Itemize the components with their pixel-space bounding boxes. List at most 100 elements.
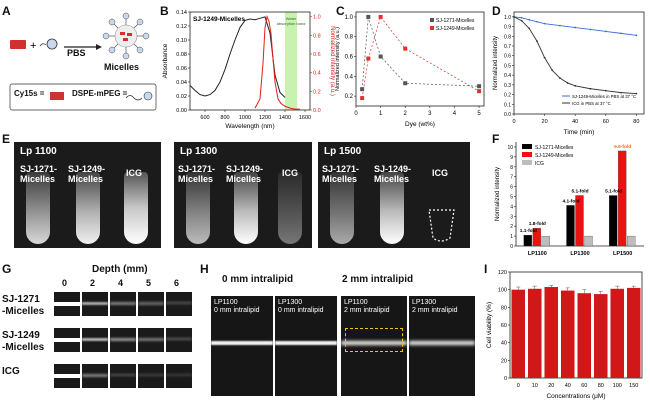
- y-tick-label: 5: [510, 194, 513, 200]
- data-point: [378, 14, 383, 19]
- g-tile: [82, 328, 108, 352]
- y2-tick-label: 1.0: [313, 15, 321, 21]
- g-capillary-signal: [110, 374, 136, 377]
- legend-entry: ICG in PBS at 37 °C: [572, 101, 611, 106]
- g-tile: [166, 364, 192, 388]
- g-capillary-signal: [166, 374, 192, 377]
- x-tick-label: 800: [220, 115, 229, 121]
- g-capillary-signal: [138, 374, 164, 377]
- x-axis-label: Time (min): [564, 129, 595, 136]
- y-tick-label: 0: [510, 244, 513, 250]
- x-tick-label: 10: [532, 383, 538, 389]
- g-tile: [110, 328, 136, 352]
- y-tick-label: 0.6: [345, 55, 354, 61]
- x-tick-label: 3: [428, 111, 432, 117]
- y2-tick-label: 0.6: [313, 52, 321, 58]
- y-tick-label: 60: [501, 323, 507, 329]
- bar: [593, 294, 608, 378]
- x-tick-label: 40: [565, 383, 571, 389]
- h-capillary-signal: [211, 341, 273, 345]
- y-axis-label: Absorbance: [162, 43, 169, 78]
- icg-tube-outline: [428, 209, 455, 242]
- fold-label: 4.1-fold: [562, 198, 579, 204]
- data-point: [360, 87, 365, 92]
- data-point: [536, 20, 538, 23]
- panel-c-chart: 0 1 2 3 4 5 0.2 0.4 0.6 0.8 1.0 SJ-1271-Micelles SJ-…: [335, 11, 485, 128]
- bar: [544, 287, 559, 378]
- x-tick-label: 1600: [299, 115, 311, 121]
- x-tick-label: 20: [548, 383, 554, 389]
- band-label-line1: Water: [286, 16, 297, 21]
- panel-g-letter: G: [2, 262, 12, 276]
- panel-a-arrow-label: PBS: [67, 48, 86, 58]
- y-tick-label: 0.06: [176, 66, 187, 72]
- x-tick-label: 60: [581, 383, 587, 389]
- g-row-label: SJ-1249 -Micelles: [2, 330, 45, 353]
- y-tick-label: 0.10: [176, 38, 187, 44]
- panel-a-legend-peg: DSPE-mPEG =: [72, 89, 128, 98]
- g-tile: [138, 364, 164, 388]
- fold-label: 1.8-fold: [529, 221, 546, 227]
- data-point: [604, 89, 607, 92]
- series-line-0: [513, 16, 637, 36]
- bar: [577, 293, 592, 378]
- dye-molecule-icon: [10, 40, 26, 49]
- y-tick-label: 6: [510, 185, 513, 191]
- y-tick-label: 0.7: [504, 44, 511, 50]
- x-tick-label: 600: [200, 115, 209, 121]
- x-tick-label: 0: [512, 119, 515, 125]
- h-capillary-signal: [275, 341, 337, 345]
- g-capillary-signal: [82, 374, 108, 377]
- tube-sj1271: [330, 172, 354, 244]
- legend-entry: ICG: [535, 161, 544, 167]
- x-axis-label: Dye (wt%): [405, 121, 435, 128]
- h-tile-label: LP1300 2 mm intralipid: [412, 299, 458, 314]
- y-tick-label: 0.3: [504, 83, 511, 89]
- y-tick-label: 0.0: [504, 112, 511, 118]
- panel-e-letter: E: [2, 132, 11, 146]
- fold-label: 5.1-fold: [605, 188, 622, 194]
- h-group-left: 0 mm intralipid: [222, 274, 294, 285]
- y-tick-label: 0.8: [504, 34, 511, 40]
- y-tick-label: 0.4: [504, 73, 511, 79]
- data-point: [543, 22, 546, 25]
- legend-entry: SJ-1249-Micelles in PBS at 37 °C: [572, 94, 636, 99]
- g-capillary-signal: [166, 338, 192, 341]
- panel-a-letter: A: [2, 4, 11, 18]
- y2-tick-label: 0.2: [313, 89, 321, 95]
- g-tile: [166, 328, 192, 352]
- plot-frame: [189, 11, 311, 111]
- e-image-title: Lp 1300: [180, 146, 218, 157]
- emission-curve: [254, 14, 300, 110]
- data-point: [574, 84, 577, 87]
- y-tick-label: 40: [501, 341, 507, 347]
- g-row-label: SJ-1271 -Micelles: [2, 294, 45, 317]
- fold-label: 1.1-fold: [520, 228, 537, 234]
- legend-swatch: [522, 152, 532, 157]
- tube-icg: [124, 172, 148, 244]
- legend-dye-swatch: [50, 92, 64, 100]
- y-tick-label: 0.6: [504, 54, 511, 60]
- g-capillary-signal: [166, 302, 192, 305]
- y-tick-label: 80: [501, 305, 507, 311]
- h-tile-label: LP1100 2 mm intralipid: [344, 299, 390, 314]
- x-tick-label: 1000: [239, 115, 251, 121]
- y-tick-label: 10: [507, 145, 513, 151]
- x-tick-label: 1: [379, 111, 383, 117]
- x-axis-label: Wavelength (nm): [225, 123, 274, 130]
- fold-label: 5.1-fold: [571, 188, 588, 194]
- legend-swatch: [522, 160, 532, 165]
- data-point: [366, 56, 371, 61]
- y-tick-label: 8: [510, 165, 513, 171]
- e-label-1: SJ-1271- Micelles: [20, 164, 58, 184]
- bar: [610, 288, 625, 378]
- tube-sj1249: [380, 172, 404, 244]
- g-capillary-signal: [54, 338, 80, 342]
- y2-tick-label: 0.0: [313, 108, 321, 114]
- bar: [566, 205, 575, 247]
- y-tick-label: 2: [510, 224, 513, 230]
- data-point: [558, 24, 561, 27]
- data-point: [360, 96, 365, 101]
- panel-a-legend-dye: Cy15s =: [14, 89, 45, 98]
